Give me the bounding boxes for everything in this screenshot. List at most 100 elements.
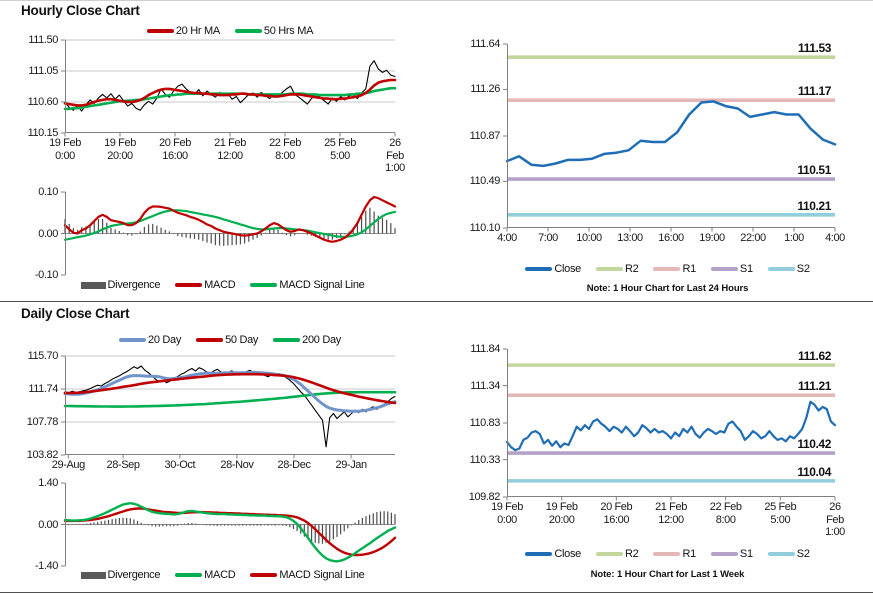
legend-marker bbox=[653, 267, 681, 271]
legend-item: MACD Signal Line bbox=[250, 569, 365, 581]
legend-marker bbox=[767, 552, 795, 556]
legend-item: R2 bbox=[595, 263, 639, 275]
daily-pivot-legend: Close R2 R1 S1 S2 bbox=[495, 547, 840, 561]
legend-item: R1 bbox=[653, 548, 696, 560]
y-axis-tick: 110.87 bbox=[469, 130, 501, 142]
legend-label: MACD bbox=[204, 569, 236, 581]
pivot-level-label: 110.04 bbox=[797, 464, 831, 479]
legend-label: MACD Signal Line bbox=[279, 569, 365, 581]
x-axis-tick: 1:00 bbox=[784, 232, 804, 244]
legend-marker bbox=[80, 281, 106, 289]
x-axis-tick: 22 Feb 8:00 bbox=[269, 137, 301, 162]
hourly-macd-legend: Divergence MACD MACD Signal Line bbox=[50, 278, 395, 292]
legend-marker bbox=[273, 338, 301, 342]
y-axis-tick: 111.26 bbox=[470, 83, 500, 96]
legend-item: S1 bbox=[710, 548, 753, 560]
pivot-level-label: 110.21 bbox=[797, 198, 831, 213]
x-axis-tick: 30-Oct bbox=[164, 459, 196, 471]
legend-marker bbox=[595, 267, 623, 271]
legend-marker bbox=[175, 283, 203, 287]
y-axis-tick: 0.00 bbox=[38, 227, 58, 240]
legend-item: S2 bbox=[767, 263, 810, 275]
legend-item: 50 Day bbox=[196, 334, 258, 346]
legend-label: S2 bbox=[796, 263, 810, 275]
pivot-level-label: 110.51 bbox=[797, 163, 831, 177]
y-axis-tick: -0.10 bbox=[34, 269, 58, 281]
legend-marker bbox=[250, 573, 278, 577]
legend-label: S1 bbox=[739, 548, 753, 560]
legend-item: MACD Signal Line bbox=[250, 279, 365, 291]
legend-label: 200 Day bbox=[302, 334, 341, 346]
legend-marker bbox=[710, 552, 738, 556]
daily-ma-legend: 20 Day 50 Day 200 Day bbox=[65, 333, 395, 347]
x-axis-tick: 19 Feb 0:00 bbox=[491, 501, 523, 526]
daily-chart-note: Note: 1 Hour Chart for Last 1 Week bbox=[590, 569, 745, 580]
pivot-level-label: 111.17 bbox=[798, 84, 831, 99]
legend-marker bbox=[119, 338, 146, 342]
pivot-level-label: 111.53 bbox=[798, 41, 831, 56]
legend-marker bbox=[250, 283, 278, 287]
x-axis-tick: 21 Feb 12:00 bbox=[655, 501, 687, 526]
pivot-level-label: 110.42 bbox=[797, 437, 831, 452]
legend-item: S2 bbox=[767, 548, 810, 560]
legend-label: Close bbox=[554, 548, 581, 560]
hourly-section-title: Hourly Close Chart bbox=[21, 3, 140, 18]
legend-marker bbox=[710, 267, 738, 271]
x-axis-tick: 26 Feb 1:00 bbox=[385, 137, 405, 174]
legend-item: R1 bbox=[653, 263, 696, 275]
legend-item: Close bbox=[525, 263, 581, 275]
x-axis-tick: 28-Sep bbox=[106, 459, 140, 471]
x-axis-tick: 26 Feb 1:00 bbox=[825, 501, 845, 538]
x-axis-tick: 21 Feb 12:00 bbox=[214, 137, 246, 162]
legend-marker bbox=[595, 552, 623, 556]
x-axis-tick: 4:00 bbox=[497, 232, 517, 244]
hourly-macd-chart: 0.10 0.00 -0.10 bbox=[35, 186, 397, 281]
y-axis-tick: 110.60 bbox=[27, 96, 59, 108]
legend-label: 50 Hrs MA bbox=[263, 25, 314, 37]
x-axis-tick: 19 Feb 20:00 bbox=[545, 501, 578, 526]
hourly-pivot-plot bbox=[503, 43, 837, 232]
legend-label: R2 bbox=[624, 263, 639, 275]
pivot-level-label: 111.62 bbox=[798, 349, 831, 364]
x-axis-tick: 16:00 bbox=[658, 232, 684, 244]
x-axis-tick: 29-Aug bbox=[51, 459, 85, 471]
legend-item: MACD bbox=[175, 569, 236, 581]
y-axis-tick: 110.83 bbox=[469, 417, 501, 429]
y-axis-tick: 110.10 bbox=[469, 222, 501, 234]
legend-marker bbox=[196, 338, 224, 342]
daily-price-plot bbox=[61, 355, 397, 459]
x-axis-tick: 19:00 bbox=[699, 232, 725, 244]
x-axis-tick: 28-Nov bbox=[220, 459, 254, 471]
legend-label: 20 Hr MA bbox=[175, 25, 220, 37]
y-axis-tick: 110.33 bbox=[469, 453, 501, 466]
hourly-price-chart: 111.50 111.05 110.60 110.15 19 Feb 0:00 19 Fe… bbox=[28, 34, 406, 174]
daily-section-title: Daily Close Chart bbox=[21, 306, 130, 321]
legend-label: 50 Day bbox=[225, 334, 259, 346]
y-axis-tick: 111.74 bbox=[28, 383, 58, 395]
y-axis-tick: 110.15 bbox=[27, 127, 59, 139]
hourly-chart-note: Note: 1 Hour Chart for Last 24 Hours bbox=[586, 283, 749, 294]
legend-item: S1 bbox=[710, 263, 753, 275]
y-axis-tick: 115.70 bbox=[27, 350, 59, 362]
x-axis-tick: 10:00 bbox=[576, 232, 602, 244]
legend-item: Close bbox=[525, 548, 581, 560]
legend-marker bbox=[80, 571, 106, 579]
legend-label: Divergence bbox=[107, 569, 161, 581]
y-axis-tick: 111.34 bbox=[470, 379, 500, 392]
x-axis-tick: 22:00 bbox=[740, 232, 766, 244]
legend-label: Close bbox=[554, 263, 581, 275]
legend-item: Divergence bbox=[80, 279, 161, 291]
y-axis-tick: 109.82 bbox=[468, 491, 501, 503]
y-axis-tick: 111.64 bbox=[470, 38, 500, 50]
legend-label: R2 bbox=[624, 548, 639, 560]
legend-item: 20 Day bbox=[119, 334, 181, 346]
legend-label: Divergence bbox=[107, 279, 161, 291]
section-divider bbox=[0, 301, 873, 302]
hourly-pivot-legend: Close R2 R1 S1 S2 bbox=[495, 262, 840, 276]
legend-label: R1 bbox=[682, 548, 696, 560]
y-axis-tick: 111.84 bbox=[470, 343, 500, 355]
legend-item: 50 Hrs MA bbox=[234, 25, 314, 37]
legend-label: MACD Signal Line bbox=[279, 279, 365, 291]
hourly-price-plot bbox=[61, 39, 397, 137]
